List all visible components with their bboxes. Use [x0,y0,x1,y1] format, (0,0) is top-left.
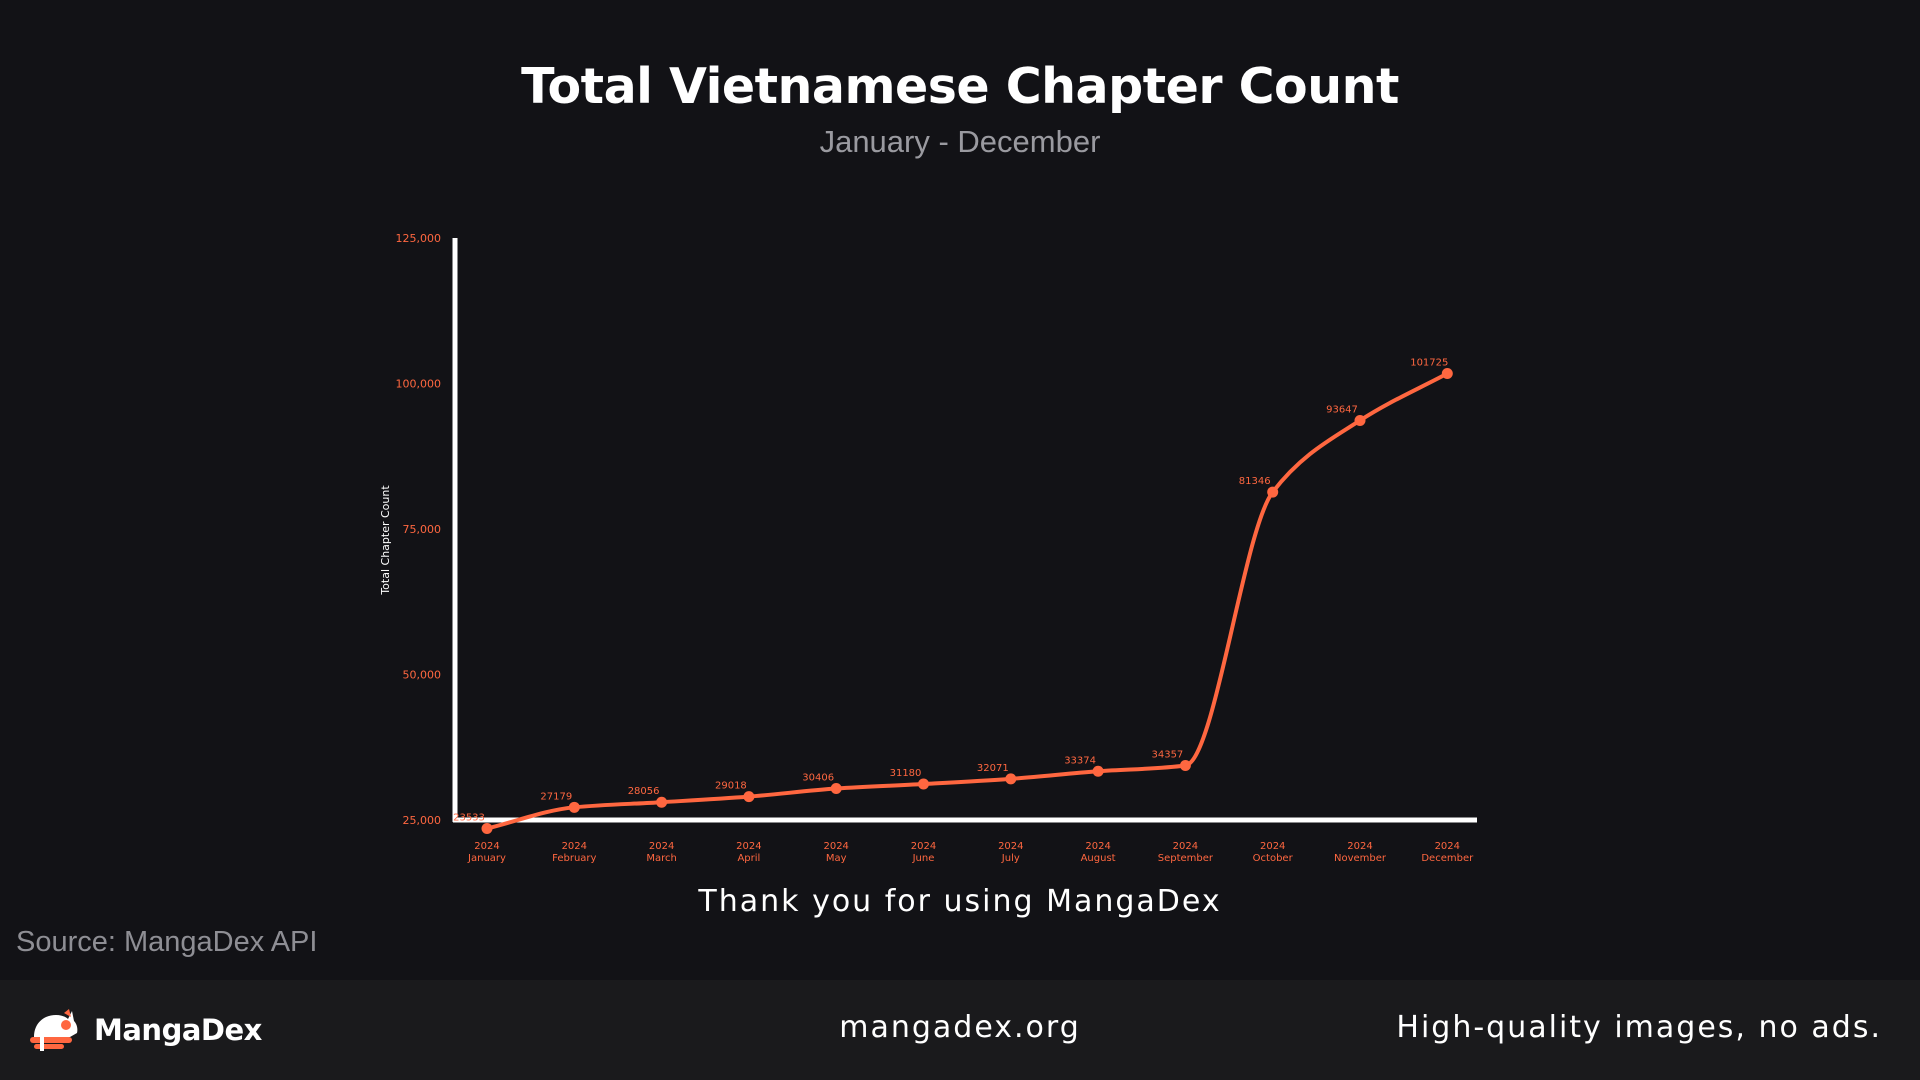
x-tick-label: 2024 March [646,841,676,864]
data-label: 30406 [802,773,834,784]
data-label: 32071 [977,763,1009,774]
series-line [486,371,1449,831]
data-label: 29018 [715,781,747,792]
x-tick-label: 2024 July [998,841,1023,864]
y-tick-label: 100,000 [396,378,442,391]
footer-bar: MangaDex mangadex.org High-quality image… [0,980,1920,1080]
y-tick-label: 75,000 [403,523,442,536]
x-tick-label: 2024 February [552,841,596,864]
thanks-message: Thank you for using MangaDex [698,884,1222,919]
line-chart: 25,000 50,000 75,000 100,000 125,000 Total Ch… [379,232,1477,864]
y-axis-title: Total Chapter Count [379,485,392,596]
data-label: 101725 [1410,357,1448,368]
x-tick-label: 2024 January [467,841,506,864]
x-tick-label: 2024 April [736,841,761,864]
data-label: 81346 [1239,476,1271,487]
y-tick-label: 25,000 [403,814,442,827]
site-link[interactable]: mangadex.org [839,1010,1081,1045]
data-point [1354,414,1366,426]
data-label: 27179 [540,791,572,802]
data-label: 31180 [890,768,922,779]
y-tick-label: 50,000 [403,669,442,682]
x-tick-label: 2024 December [1421,841,1474,864]
data-point [568,801,580,813]
x-tick-label: 2024 November [1334,841,1387,864]
x-tick-label: 2024 September [1158,841,1214,864]
data-point [656,796,668,808]
data-point [918,778,929,790]
data-label: 28056 [628,786,660,797]
tagline: High-quality images, no ads. [1396,1010,1882,1045]
x-tick-label: 2024 May [823,841,848,864]
y-tick-label: 125,000 [396,232,442,245]
data-point [1179,760,1191,772]
x-tick-label: 2024 October [1253,841,1294,864]
x-tick-label: 2024 August [1081,841,1116,864]
chart-title: Total Vietnamese Chapter Count [521,58,1399,115]
data-point [1441,367,1453,379]
x-tick-label: 2024 June [911,841,936,864]
data-point [743,791,755,803]
data-label: 33374 [1064,755,1096,766]
mangadex-cat-logo-icon [30,1009,78,1051]
data-label: 93647 [1326,404,1358,415]
chart-subtitle: January - December [819,124,1101,159]
data-point [1267,486,1279,498]
logo-text: MangaDex [94,1013,262,1047]
data-point [481,823,493,835]
mangadex-logo[interactable]: MangaDex [28,1002,262,1058]
data-point [1005,773,1017,785]
data-label: 34357 [1151,750,1183,761]
data-point [1092,765,1104,777]
data-label: 23533 [453,813,485,824]
data-point [830,783,842,795]
source-credit: Source: MangaDex API [16,926,318,958]
